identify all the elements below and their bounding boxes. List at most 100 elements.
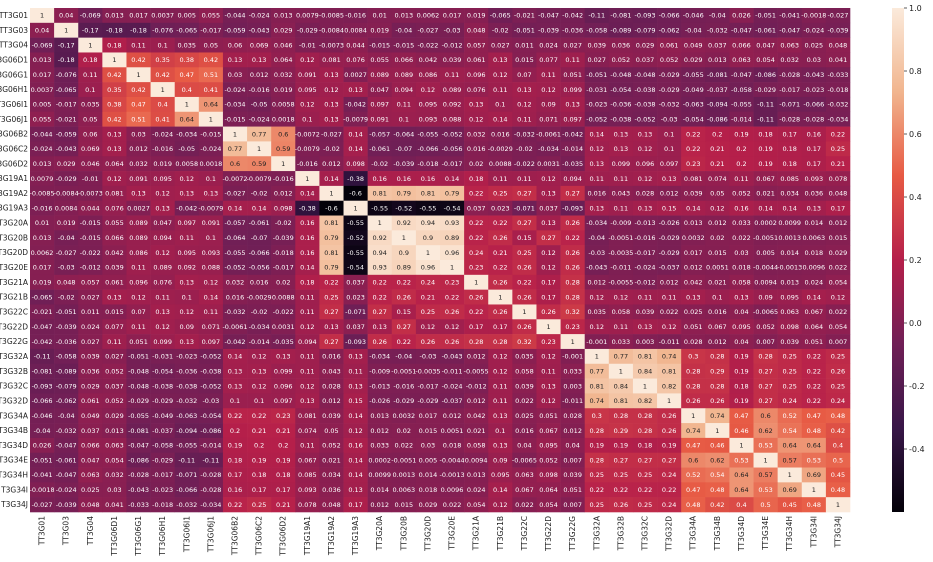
cell-value-label: 0.26 xyxy=(662,427,676,435)
cell-value-label: 0.42 xyxy=(131,86,145,94)
cell-value-label: 0.64 xyxy=(734,471,748,479)
cell-value-label: 0.13 xyxy=(131,190,145,198)
cell-value-label: 0.013 xyxy=(708,56,727,64)
heatmap-cell xyxy=(150,37,176,53)
cell-value-label: 0.024 xyxy=(467,486,486,494)
cell-value-label: -0.031 xyxy=(586,86,607,94)
cell-value-label: 0.028 xyxy=(684,338,703,346)
cell-value-label: 0.22 xyxy=(565,234,579,242)
cell-value-label: 0.27 xyxy=(758,397,772,405)
cell-value-label: 0.063 xyxy=(780,308,799,316)
cell-value-label: -0.055 xyxy=(225,249,246,257)
cell-value-label: 0.19 xyxy=(734,353,748,361)
heatmap-cell xyxy=(54,111,79,127)
cell-value-label: 0.26 xyxy=(517,293,531,301)
cell-value-label: 0.024 xyxy=(81,323,100,331)
cell-value-label: 0.17 xyxy=(807,145,821,153)
cell-value-label: 0.0018 xyxy=(200,160,223,168)
cell-value-label: 0.016 xyxy=(491,130,510,138)
heatmap-cell xyxy=(126,82,151,98)
heatmap-cell xyxy=(681,96,706,113)
heatmap-cell xyxy=(174,141,200,157)
cell-value-label: 1 xyxy=(691,412,695,420)
heatmap-cell xyxy=(198,171,224,187)
cell-value-label: 0.42 xyxy=(107,71,121,79)
cell-value-label: 0.039 xyxy=(563,471,582,479)
cell-value-label: -0.043 xyxy=(803,71,824,79)
cell-value-label: -0.11 xyxy=(202,456,219,464)
heatmap-cell xyxy=(78,126,103,142)
cell-value-label: 0.04 xyxy=(734,308,748,316)
heatmap-cell xyxy=(343,171,368,187)
heatmap-cell xyxy=(632,156,658,172)
cell-value-label: -0.048 xyxy=(128,382,149,390)
heatmap-cell xyxy=(681,171,706,187)
heatmap-cell xyxy=(126,185,151,201)
cell-value-label: 0.095 xyxy=(491,471,510,479)
cell-value-label: 1 xyxy=(112,56,116,64)
column-tick-label: TT3G34A xyxy=(689,515,698,551)
cell-value-label: -0.061 xyxy=(249,219,270,227)
cell-value-label: 0.11 xyxy=(614,323,628,331)
cell-value-label: -0.015 xyxy=(393,41,414,49)
heatmap-cell xyxy=(126,171,151,187)
heatmap-cell xyxy=(825,126,851,142)
heatmap-cell xyxy=(102,171,127,187)
cell-value-label: 0.089 xyxy=(129,234,148,242)
cell-value-label: 0.067 xyxy=(756,175,775,183)
cell-value-label: 0.26 xyxy=(614,501,628,509)
heatmap-cell xyxy=(247,141,272,157)
cell-value-label: 0.013 xyxy=(274,12,293,20)
cell-value-label: 0.11 xyxy=(131,41,145,49)
cell-value-label: 0.12 xyxy=(421,323,435,331)
cell-value-label: 0.099 xyxy=(612,160,631,168)
cell-value-label: 0.066 xyxy=(81,442,100,450)
cell-value-label: 1 xyxy=(354,204,358,212)
cell-value-label: 0.28 xyxy=(638,427,652,435)
cell-value-label: 0.096 xyxy=(467,71,486,79)
cell-value-label: -0.079 xyxy=(56,382,77,390)
cell-value-label: 0.04 xyxy=(734,338,748,346)
cell-value-label: 0.052 xyxy=(732,190,751,198)
heatmap-cell xyxy=(343,82,368,98)
cell-value-label: 0.078 xyxy=(298,501,317,509)
cell-value-label: 0.017 xyxy=(33,71,52,79)
cell-value-label: 0.037 xyxy=(346,279,365,287)
cell-value-label: 0.14 xyxy=(686,204,700,212)
heatmap-cell xyxy=(681,67,706,83)
heatmap-cell xyxy=(126,37,151,53)
cell-value-label: 0.088 xyxy=(202,264,221,272)
heatmap-cell xyxy=(777,156,803,172)
column-tick-label: TT3G20A xyxy=(375,515,384,551)
cell-value-label: 0.081 xyxy=(322,56,341,64)
heatmap-cell xyxy=(488,67,513,83)
cell-value-label: -0.034 xyxy=(200,501,221,509)
cell-value-label: 0.23 xyxy=(565,323,579,331)
heatmap-cell xyxy=(801,126,827,142)
cell-value-label: 0.085 xyxy=(780,175,799,183)
cell-value-label: 0.25 xyxy=(782,367,796,375)
heatmap-cell xyxy=(488,96,513,113)
cell-value-label: 0.097 xyxy=(202,338,221,346)
column-tick-label: TT3G34I xyxy=(809,516,818,548)
cell-value-label: -0.071 xyxy=(779,101,800,109)
cell-value-label: 0.29 xyxy=(710,367,724,375)
cell-value-label: 0.012 xyxy=(708,338,727,346)
cell-value-label: 0.17 xyxy=(228,471,242,479)
cell-value-label: -0.016 xyxy=(635,234,656,242)
cell-value-label: 0.0096 xyxy=(802,264,825,272)
cell-value-label: -0.6 xyxy=(349,190,362,198)
heatmap-cell xyxy=(415,200,441,216)
cell-value-label: 0.25 xyxy=(614,471,628,479)
heatmap-cell xyxy=(247,200,272,216)
heatmap-cell xyxy=(174,37,200,53)
heatmap-cell xyxy=(30,52,55,68)
cell-value-label: -0.065 xyxy=(56,86,77,94)
column-tick-label: TT3G22C xyxy=(520,516,529,551)
cell-value-label: 0.11 xyxy=(734,175,748,183)
cell-value-label: 0.081 xyxy=(684,175,703,183)
cell-value-label: 0.03 xyxy=(807,56,821,64)
cell-value-label: 0.28 xyxy=(493,338,507,346)
heatmap-cell xyxy=(777,67,803,83)
